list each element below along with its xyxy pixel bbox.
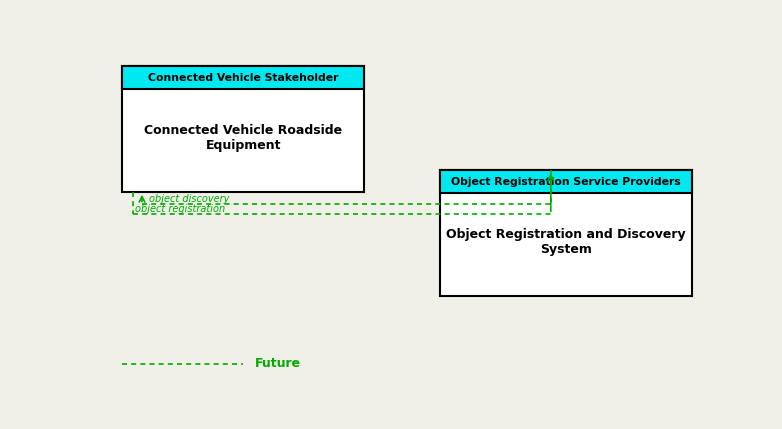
Bar <box>122 66 364 89</box>
Text: object discovery: object discovery <box>149 194 230 204</box>
Bar <box>440 170 692 193</box>
Bar <box>122 66 364 192</box>
Text: object registration: object registration <box>135 204 225 214</box>
Text: Object Registration and Discovery
System: Object Registration and Discovery System <box>446 228 686 257</box>
Text: Future: Future <box>256 357 301 370</box>
Bar <box>440 170 692 296</box>
Text: Connected Vehicle Stakeholder: Connected Vehicle Stakeholder <box>148 73 339 83</box>
Text: Object Registration Service Providers: Object Registration Service Providers <box>451 177 681 187</box>
Text: Connected Vehicle Roadside
Equipment: Connected Vehicle Roadside Equipment <box>144 124 343 152</box>
